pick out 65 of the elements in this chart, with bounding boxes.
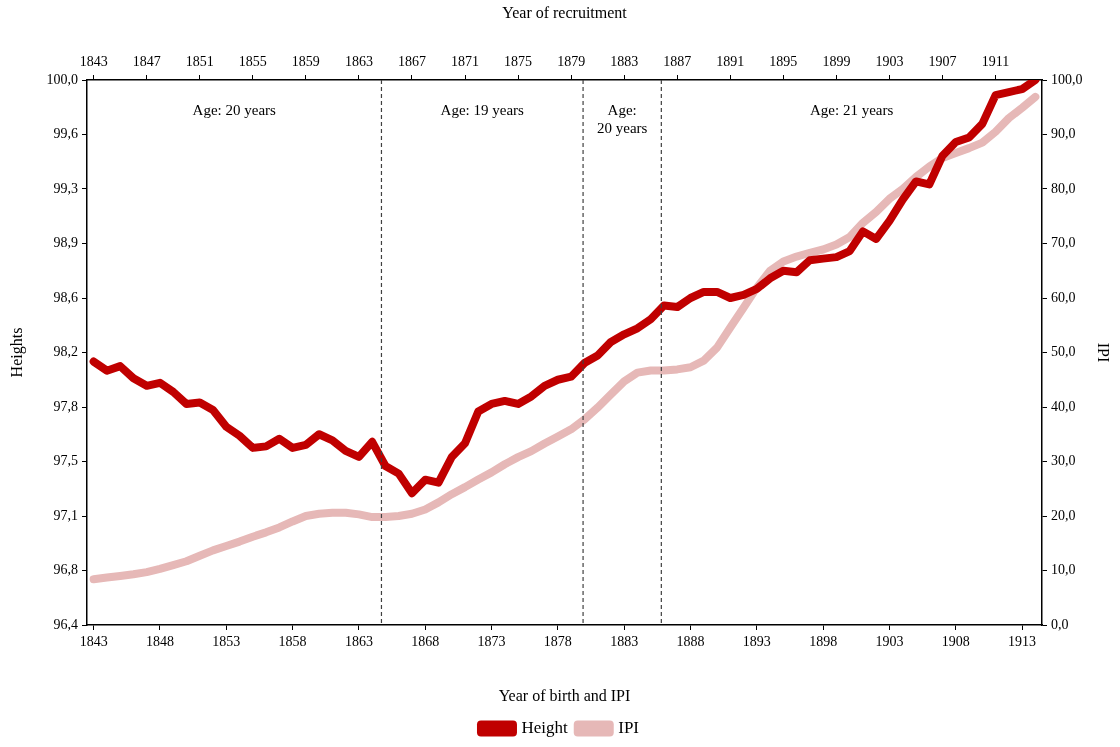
x2-tick-label: 1847: [132, 54, 161, 70]
y2-tick-label: 50,0: [1051, 344, 1076, 360]
legend-label: Height: [521, 717, 569, 737]
x-tick-label: 1893: [742, 634, 771, 650]
x2-tick-label: 1907: [928, 54, 957, 70]
legend-label: IPI: [618, 717, 640, 737]
x2-tick-label: 1851: [185, 54, 214, 70]
x2-tick-label: 1887: [663, 54, 692, 70]
y-tick-label: 98,6: [53, 289, 78, 305]
y-tick-label: 98,9: [53, 235, 78, 251]
x-tick-label: 1873: [477, 634, 506, 650]
x2-tick-label: 1859: [291, 54, 320, 70]
x2-tick-label: 1843: [79, 54, 108, 70]
x-tick-label: 1853: [212, 634, 241, 650]
y2-tick-label: 10,0: [1051, 562, 1076, 578]
x-tick-label: 1908: [941, 634, 970, 650]
y-axis-title: Heights: [7, 327, 26, 378]
annotation: Age: 20 years: [192, 101, 277, 118]
y2-tick-label: 0,0: [1051, 616, 1069, 632]
x2-tick-label: 1911: [981, 54, 1010, 70]
y2-tick-label: 90,0: [1051, 126, 1076, 142]
x-tick-label: 1863: [344, 634, 373, 650]
y-tick-label: 100,0: [46, 71, 78, 87]
x-tick-label: 1903: [875, 634, 904, 650]
x2-tick-label: 1899: [822, 54, 851, 70]
x2-axis-title: Year of recruitment: [502, 3, 628, 21]
y-tick-label: 97,5: [53, 453, 78, 469]
y-tick-label: 98,2: [53, 344, 78, 360]
x-axis-title: Year of birth and IPI: [498, 686, 631, 704]
x-tick-label: 1878: [543, 634, 572, 650]
annotation: Age: 19 years: [440, 101, 525, 118]
x2-tick-label: 1875: [504, 54, 533, 70]
y-tick-label: 97,1: [53, 507, 78, 523]
y2-tick-label: 30,0: [1051, 453, 1076, 469]
x2-tick-label: 1903: [875, 54, 904, 70]
x-tick-label: 1913: [1008, 634, 1037, 650]
y-tick-label: 97,8: [53, 398, 78, 414]
x2-tick-label: 1879: [557, 54, 586, 70]
x-tick-label: 1843: [79, 634, 108, 650]
annotation: Age: 21 years: [810, 101, 894, 118]
y2-tick-label: 20,0: [1051, 507, 1076, 523]
x2-tick-label: 1871: [451, 54, 480, 70]
x-tick-label: 1858: [278, 634, 307, 650]
y2-tick-label: 40,0: [1051, 398, 1076, 414]
y-tick-label: 99,3: [53, 180, 78, 196]
y2-tick-label: 70,0: [1051, 235, 1076, 251]
x2-tick-label: 1883: [610, 54, 639, 70]
x2-tick-label: 1863: [344, 54, 373, 70]
x2-tick-label: 1855: [238, 54, 267, 70]
y-tick-label: 96,4: [53, 616, 78, 632]
x-tick-label: 1888: [676, 634, 705, 650]
x-tick-label: 1883: [610, 634, 639, 650]
y2-tick-label: 100,0: [1051, 71, 1083, 87]
x-tick-label: 1898: [809, 634, 838, 650]
y2-tick-label: 80,0: [1051, 180, 1076, 196]
y-tick-label: 96,8: [53, 562, 78, 578]
y-tick-label: 99,6: [53, 126, 78, 142]
x-tick-label: 1848: [145, 634, 174, 650]
x2-tick-label: 1895: [769, 54, 798, 70]
x2-tick-label: 1867: [397, 54, 426, 70]
y2-axis-title: IPI: [1095, 342, 1113, 363]
x2-tick-label: 1891: [716, 54, 745, 70]
annotation: Age: 20 years: [596, 101, 648, 136]
y2-tick-label: 60,0: [1051, 289, 1076, 305]
x-tick-label: 1868: [411, 634, 440, 650]
